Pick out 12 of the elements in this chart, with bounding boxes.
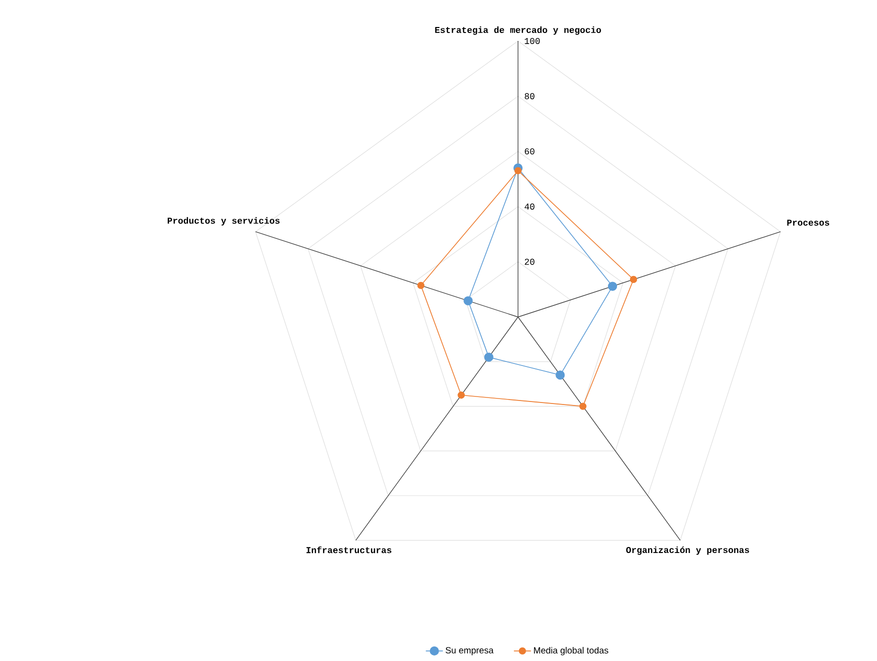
spoke-label: Infraestructuras: [306, 546, 392, 554]
spoke-label: Productos y servicios: [168, 217, 280, 226]
spoke-label: Organización y personas: [626, 546, 750, 555]
y-tick-label: 100: [524, 38, 540, 44]
y-tick-label: 80: [524, 93, 534, 100]
y-tick-label: 20: [524, 258, 534, 265]
legend-label: Su empresa: [446, 647, 494, 656]
spoke-label: Procesos: [787, 220, 830, 226]
legend-label: Media global todas: [534, 646, 608, 656]
y-tick-label: 40: [524, 204, 534, 210]
y-tick-label: 60: [524, 148, 534, 154]
spoke-label: Estrategia de mercado y negocio: [435, 26, 601, 35]
